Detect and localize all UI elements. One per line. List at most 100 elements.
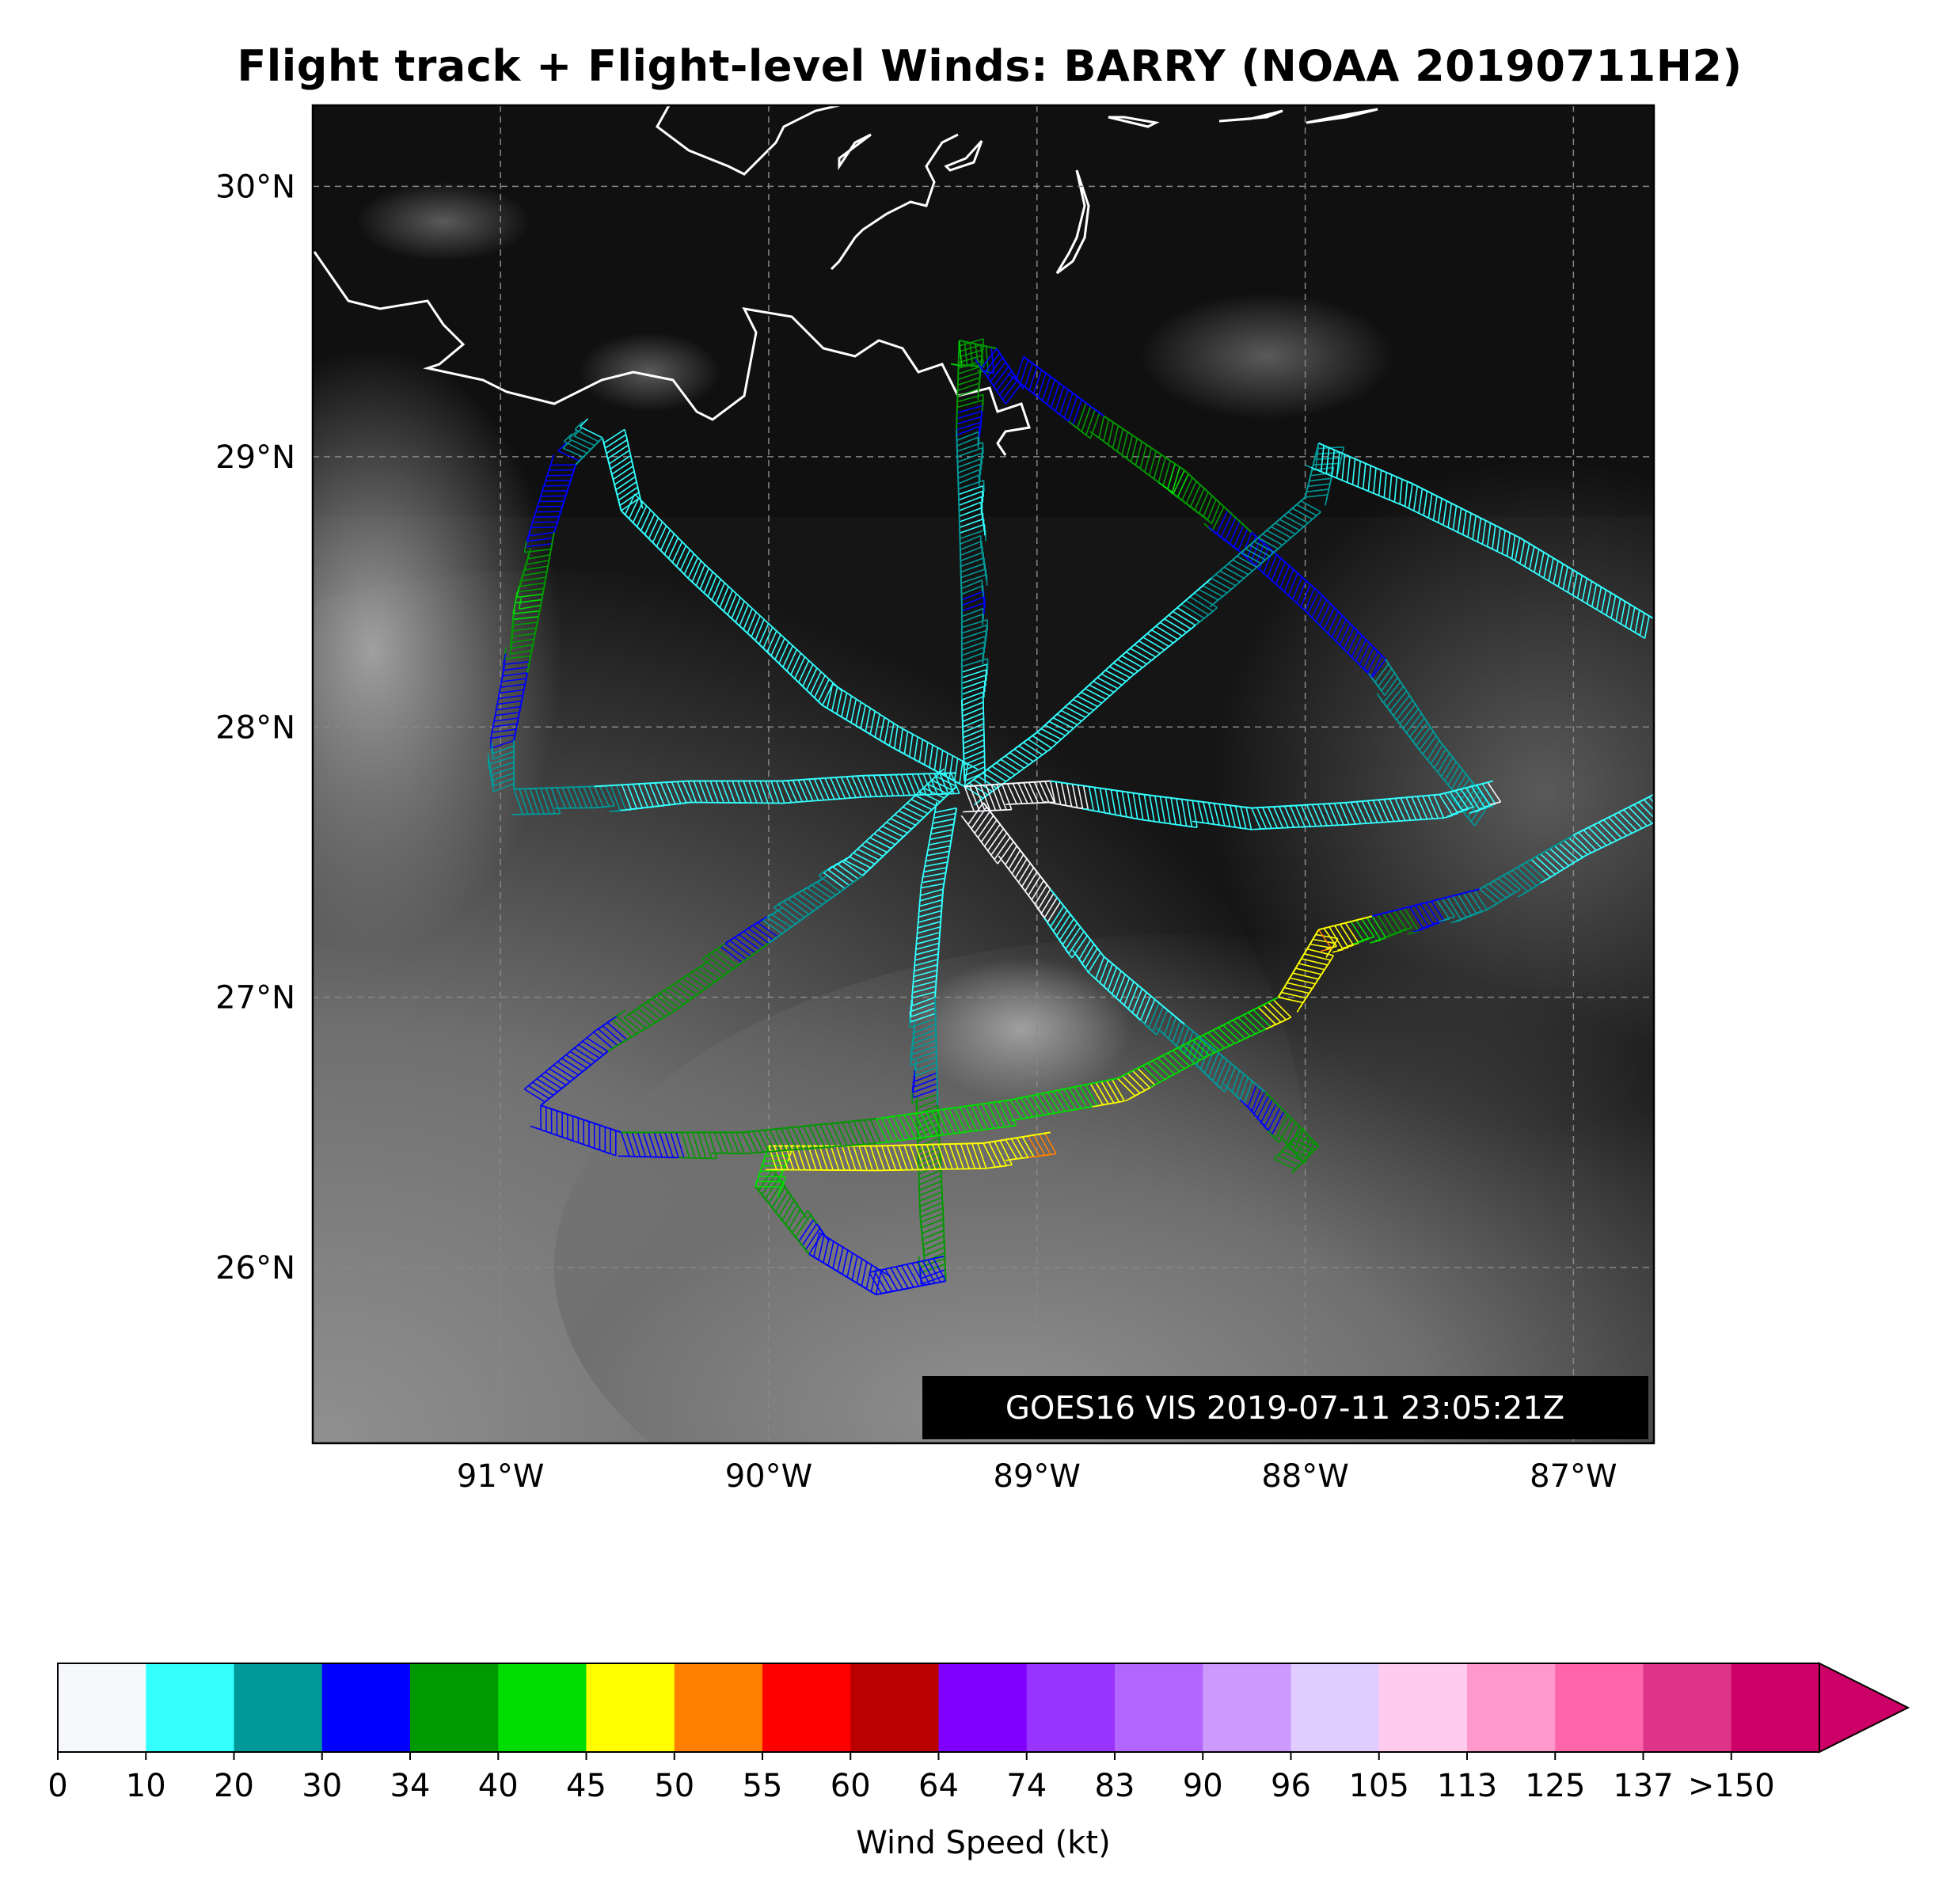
wind-barb xyxy=(1272,806,1283,829)
wind-barb xyxy=(774,1191,789,1213)
wind-barb xyxy=(1180,477,1193,501)
wind-barb xyxy=(869,711,876,735)
wind-barb xyxy=(1047,1092,1061,1113)
wind-barb xyxy=(836,1122,848,1146)
wind-barb xyxy=(878,774,888,796)
wind-barb xyxy=(1452,505,1458,530)
wind-barb xyxy=(1440,757,1454,777)
track-line xyxy=(1103,415,1185,471)
colorbar-swatch xyxy=(234,1663,323,1752)
wind-barb xyxy=(1112,662,1135,675)
wind-barb xyxy=(1095,956,1105,979)
wind-barb xyxy=(961,613,983,623)
wind-barb xyxy=(1311,595,1324,618)
wind-barb xyxy=(1623,809,1643,829)
wind-barb xyxy=(983,823,1001,847)
wind-barb xyxy=(619,492,640,507)
wind-barb xyxy=(1286,1122,1297,1143)
wind-barb-flag xyxy=(1352,941,1364,944)
wind-barb xyxy=(920,888,944,896)
wind-barb xyxy=(980,819,998,842)
wind-barb xyxy=(1305,494,1329,498)
wind-barb xyxy=(986,357,1004,378)
wind-barb xyxy=(958,355,983,363)
wind-barb xyxy=(1077,402,1087,428)
wind-barb xyxy=(914,1112,927,1138)
track-line xyxy=(1439,780,1493,796)
wind-barb xyxy=(1116,1077,1136,1096)
wind-barb xyxy=(834,777,846,799)
wind-barb-flag xyxy=(1378,686,1386,696)
wind-barb xyxy=(1077,785,1084,809)
wind-barb xyxy=(1068,396,1078,422)
wind-barb xyxy=(920,1269,946,1279)
wind-barb xyxy=(1374,663,1389,683)
wind-barb xyxy=(1002,379,1018,401)
wind-barb xyxy=(1383,799,1395,822)
wind-barb xyxy=(886,1145,897,1171)
colorbar-tick-label: 45 xyxy=(566,1768,606,1804)
wind-barb xyxy=(1598,822,1617,842)
wind-barb xyxy=(493,717,519,722)
wind-barb xyxy=(1122,1075,1141,1094)
wind-barb xyxy=(1116,428,1124,452)
x-tick-label: 91°W xyxy=(457,1458,544,1495)
wind-barb xyxy=(804,1228,820,1251)
wind-barb xyxy=(903,1114,916,1139)
wind-barb xyxy=(762,626,774,648)
wind-barb xyxy=(723,590,733,612)
wind-barb xyxy=(950,773,960,794)
wind-barb xyxy=(1112,425,1119,448)
wind-barb xyxy=(890,818,912,830)
wind-barb xyxy=(1151,629,1174,644)
wind-barb xyxy=(526,542,553,548)
grid-lines xyxy=(313,105,1654,1443)
wind-barb xyxy=(826,683,834,709)
wind-barb xyxy=(958,496,983,507)
wind-barb-flag xyxy=(1363,936,1374,941)
wind-barb-flag xyxy=(1273,1150,1283,1160)
wind-barb xyxy=(1232,1019,1251,1037)
wind-barb xyxy=(1287,982,1313,990)
wind-barb xyxy=(1422,735,1437,755)
wind-barb xyxy=(1267,807,1279,829)
wind-barb-flag xyxy=(1407,930,1419,935)
colorbar-tick-label: 74 xyxy=(1006,1768,1047,1804)
wind-barb xyxy=(910,798,933,811)
wind-barb-flag xyxy=(1443,916,1455,921)
wind-barb xyxy=(1016,1137,1029,1158)
wind-barb-flag xyxy=(956,363,967,367)
wind-barb xyxy=(917,773,927,796)
wind-barb xyxy=(1106,1080,1120,1103)
wind-barb xyxy=(869,837,891,849)
wind-barb xyxy=(1177,1047,1195,1064)
wind-barb xyxy=(610,785,621,811)
wind-barb xyxy=(1460,789,1474,808)
wind-barb xyxy=(1278,1118,1293,1143)
wind-barb xyxy=(917,921,941,929)
track-line xyxy=(755,640,823,706)
wind-barb xyxy=(1543,555,1549,579)
wind-barb xyxy=(615,785,627,811)
wind-barb-flag xyxy=(1064,948,1073,959)
wind-barb xyxy=(703,572,714,594)
wind-barb xyxy=(653,1132,663,1157)
wind-barb xyxy=(1452,895,1467,919)
wind-barb xyxy=(1576,575,1583,599)
wind-barb xyxy=(1454,790,1469,810)
wind-barb xyxy=(1581,578,1588,602)
wind-barb xyxy=(1245,807,1252,830)
wind-barb xyxy=(729,940,751,957)
wind-barb xyxy=(919,1191,943,1202)
wind-barb xyxy=(786,648,798,671)
wind-barb xyxy=(942,1109,956,1134)
wind-barb xyxy=(1292,972,1319,980)
track-line xyxy=(942,1213,947,1282)
wind-barb xyxy=(961,669,986,678)
wind-barb xyxy=(788,1209,801,1229)
wind-barb xyxy=(772,914,792,928)
wind-barb xyxy=(709,781,719,804)
wind-barb xyxy=(1071,935,1088,959)
wind-barb xyxy=(751,615,761,637)
wind-barb-flag xyxy=(1337,947,1349,952)
